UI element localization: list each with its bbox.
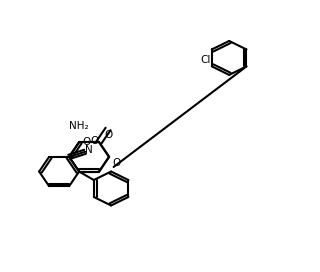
Text: O: O: [90, 136, 99, 146]
Text: N: N: [85, 146, 93, 155]
Text: NH₂: NH₂: [69, 121, 89, 131]
Text: O: O: [113, 158, 121, 168]
Text: O: O: [82, 137, 91, 147]
Text: O: O: [104, 130, 112, 140]
Text: Cl: Cl: [200, 55, 210, 65]
